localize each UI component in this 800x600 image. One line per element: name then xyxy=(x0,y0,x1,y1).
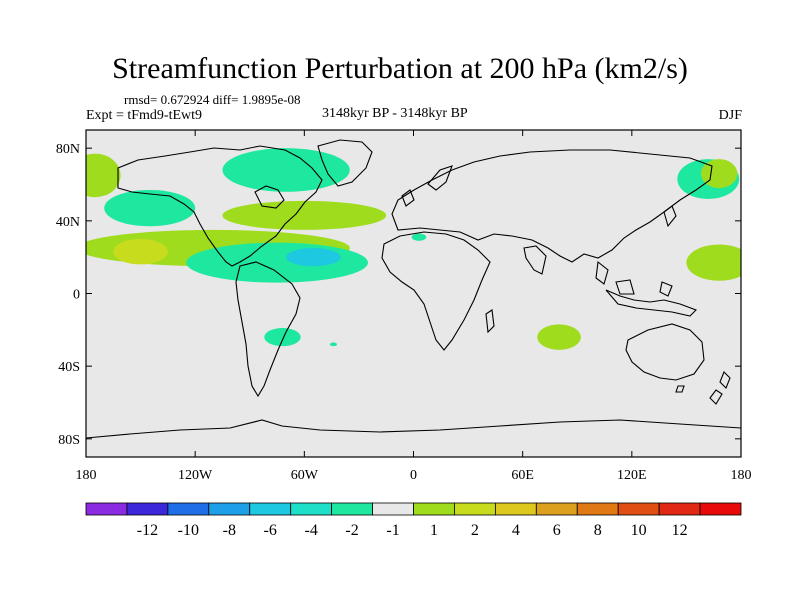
colorbar-label: 10 xyxy=(631,522,647,539)
x-tick-label: 120W xyxy=(178,468,213,483)
colorbar-swatch xyxy=(658,502,701,516)
colorbar-label: 2 xyxy=(471,522,479,539)
x-tick-label: 180 xyxy=(731,468,752,483)
contour-region xyxy=(113,239,168,265)
contour-region xyxy=(104,189,196,227)
contour-region xyxy=(186,242,369,283)
contour-region xyxy=(329,342,338,347)
contour-region xyxy=(686,244,741,281)
y-tick-label: 0 xyxy=(73,288,80,303)
contour-region xyxy=(537,324,581,350)
x-tick-label: 0 xyxy=(410,468,417,483)
chart-title: Streamfunction Perturbation at 200 hPa (… xyxy=(112,52,688,85)
period-label: 3148kyr BP - 3148kyr BP xyxy=(322,106,468,121)
colorbar-swatch xyxy=(413,502,455,516)
contour-region xyxy=(86,153,121,198)
y-tick-label: 80S xyxy=(58,433,80,448)
contour-region xyxy=(411,233,427,241)
colorbar-label: 12 xyxy=(672,522,688,539)
colorbar-label: -1 xyxy=(386,522,399,539)
colorbar-swatch xyxy=(126,502,169,516)
stats-text: rmsd= 0.672924 diff= 1.9895e-08 xyxy=(124,92,301,107)
experiment-label: Expt = tFmd9-tEwt9 xyxy=(86,108,203,123)
x-tick-label: 60W xyxy=(291,468,319,483)
y-tick-label: 80N xyxy=(56,142,80,157)
contour-region xyxy=(286,248,341,267)
colorbar-label: -2 xyxy=(345,522,358,539)
contour-region xyxy=(222,148,350,192)
colorbar-label: -6 xyxy=(264,522,277,539)
colorbar-swatch xyxy=(167,502,210,516)
colorbar-label: -10 xyxy=(178,522,199,539)
colorbar-label: 1 xyxy=(430,522,438,539)
x-tick-label: 120E xyxy=(617,468,647,483)
contour-region xyxy=(222,200,387,230)
y-tick-label: 40S xyxy=(58,360,80,375)
colorbar-swatch xyxy=(331,502,373,516)
colorbar-swatch xyxy=(535,502,578,516)
colorbar-swatch xyxy=(290,502,333,516)
contour-region xyxy=(264,328,301,347)
colorbar-swatch xyxy=(454,502,496,516)
x-tick-label: 60E xyxy=(511,468,534,483)
y-tick-label: 40N xyxy=(56,215,80,230)
colorbar-swatch xyxy=(85,502,128,516)
colorbar-swatch xyxy=(249,502,292,516)
axis-ticks: 180 120W 60W 0 60E 120E 180 80N 40N 0 40S 80S xyxy=(56,130,752,483)
colorbar-label: 6 xyxy=(553,522,561,539)
colorbar-label: 4 xyxy=(512,522,520,539)
colorbar-label: -12 xyxy=(137,522,158,539)
colorbar-swatch xyxy=(617,502,660,516)
season-label: DJF xyxy=(718,108,742,123)
contour-region xyxy=(700,159,738,189)
colorbar-swatch xyxy=(699,502,742,516)
colorbar-label: 8 xyxy=(594,522,602,539)
colorbar-swatch xyxy=(576,502,619,516)
contour-regions xyxy=(86,148,741,350)
colorbar-label: -8 xyxy=(223,522,236,539)
colorbar-swatch xyxy=(372,502,414,516)
colorbar-swatch xyxy=(494,502,537,516)
map-background xyxy=(86,130,741,457)
x-tick-label: 180 xyxy=(76,468,97,483)
colorbar: -12 -10 -8 -6 -4 -2 -1 1 2 4 6 8 10 12 xyxy=(85,502,742,539)
colorbar-swatch xyxy=(208,502,251,516)
coastlines xyxy=(86,139,741,439)
colorbar-label: -4 xyxy=(304,522,317,539)
